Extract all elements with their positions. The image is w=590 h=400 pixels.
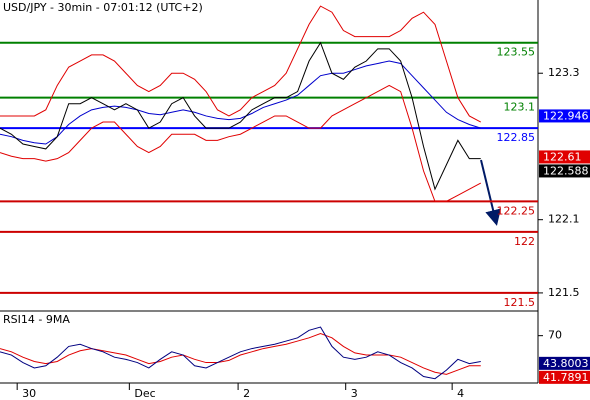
price-label-box — [539, 150, 590, 164]
x-tick-label: 2 — [243, 387, 250, 400]
panel-title: USD/JPY - 30min - 07:01:12 (UTC+2) — [3, 1, 203, 14]
level-label: 123.55 — [497, 46, 536, 59]
series-line — [0, 41, 481, 191]
y-tick-label: 123.3 — [548, 66, 580, 79]
arrow — [480, 159, 501, 226]
y-tick-label: 122.1 — [548, 213, 580, 226]
panel-title: RSI14 - 9MA — [3, 313, 70, 326]
level-label: 122.25 — [497, 204, 536, 217]
level-label: 123.1 — [504, 101, 536, 114]
y-tick-label: 70 — [548, 329, 562, 342]
price-label: 122.946 — [543, 109, 589, 122]
x-tick-label: Dec — [134, 387, 155, 400]
price-label: 43.8003 — [543, 357, 589, 370]
series-line — [0, 326, 481, 380]
price-label-box — [539, 164, 590, 178]
price-label: 122.61 — [543, 150, 582, 163]
series-line — [0, 5, 482, 123]
level-label: 122 — [514, 235, 535, 248]
x-tick-label: 4 — [457, 387, 464, 400]
price-label-box — [539, 370, 590, 384]
series-line — [0, 332, 481, 375]
level-label: 121.5 — [504, 296, 536, 309]
x-tick-label: 3 — [351, 387, 358, 400]
series-line — [0, 60, 481, 145]
level-label: 122.85 — [497, 131, 536, 144]
series-line — [0, 84, 482, 202]
price-label: 41.7891 — [543, 371, 589, 384]
x-tick-label: 30 — [22, 387, 36, 400]
y-tick-label: 121.5 — [548, 286, 580, 299]
price-label-box — [539, 356, 590, 370]
price-label-box — [539, 109, 590, 123]
price-label: 122.588 — [543, 164, 589, 177]
